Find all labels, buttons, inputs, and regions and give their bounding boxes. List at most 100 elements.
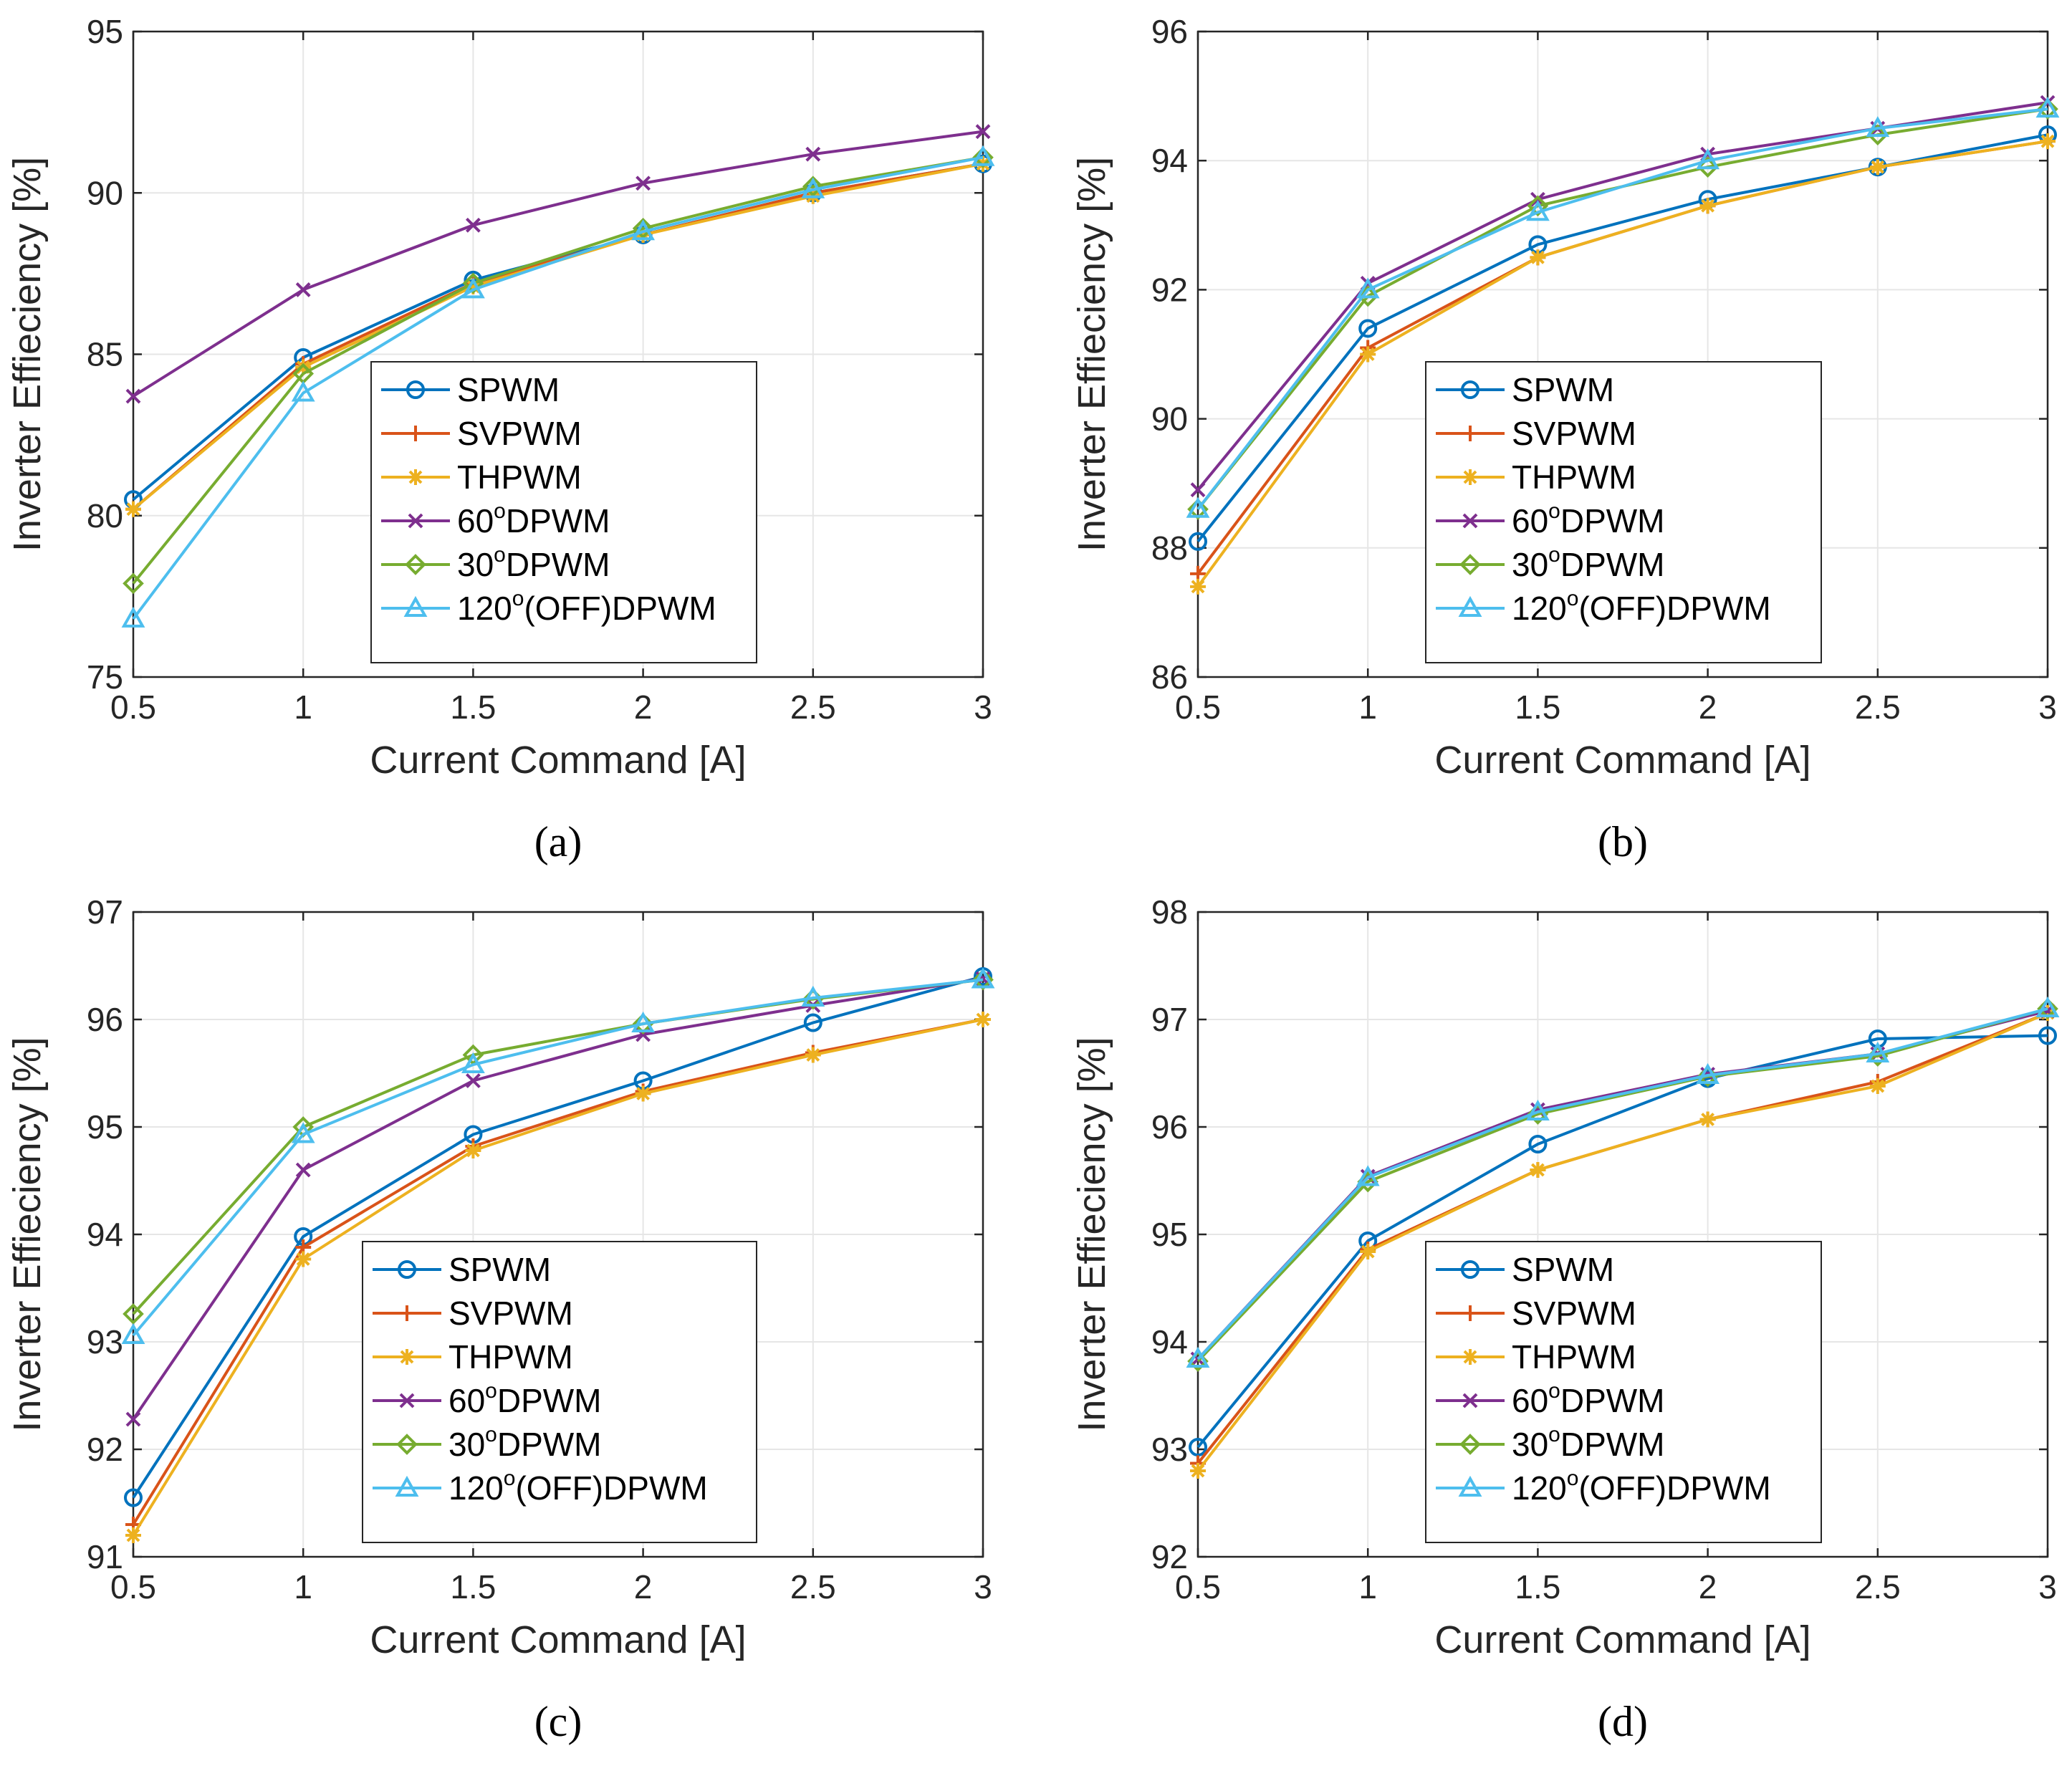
chart-3-legend-marker-plus	[399, 1305, 415, 1321]
chart-4-legend-entry-dpwm120: 120o(OFF)DPWM	[1436, 1467, 1771, 1507]
chart-2-legend-label: 60oDPWM	[1512, 499, 1665, 539]
chart-4-data-point-dpwm120	[1866, 1041, 1890, 1062]
chart-3-legend-label: SVPWM	[449, 1295, 573, 1332]
chart-2-legend-entry-thpwm: THPWM	[1436, 459, 1636, 496]
chart-4-series-line-dpwm30	[1196, 1007, 2048, 1363]
chart-2-y-tick-label: 90	[1151, 400, 1188, 438]
chart-4-series-line-dpwm120	[1196, 1007, 2048, 1360]
chart-1-series-line-dpwm60	[132, 130, 984, 398]
chart-3-data-point-dpwm60	[295, 1162, 311, 1178]
chart-2-data-point-thpwm	[1530, 249, 1546, 266]
chart-2-legend-marker-triangle	[1458, 595, 1482, 617]
legend-label-number: 120	[1512, 590, 1567, 627]
chart-1-legend-label: 30oDPWM	[457, 543, 610, 583]
legend-label-suffix: DPWM	[506, 546, 610, 583]
legend-label-degree: o	[512, 587, 524, 610]
chart-4-y-tick-label: 92	[1151, 1538, 1188, 1575]
chart-4-legend-label: THPWM	[1512, 1338, 1636, 1376]
chart-2-x-tick-label: 1.5	[1515, 688, 1560, 726]
chart-4-y-axis-label: Inverter Effieciency [%]	[1070, 1037, 1113, 1431]
chart-4-legend-marker-plus	[1462, 1305, 1478, 1321]
chart-3-x-tick-label: 2	[634, 1568, 653, 1606]
chart-1-data-point-thpwm	[125, 501, 141, 517]
chart-2-data-point-dpwm60	[1190, 482, 1206, 498]
legend-label-number: 60	[457, 502, 494, 539]
chart-4-data-point-dpwm120	[1186, 1346, 1210, 1368]
chart-2-x-tick-label: 0.5	[1175, 688, 1221, 726]
chart-4-x-tick-label: 1.5	[1515, 1568, 1560, 1606]
chart-3-data-point-dpwm120	[631, 1011, 656, 1032]
chart-4-legend-box	[1425, 1241, 1822, 1543]
chart-1-data-point-dpwm120	[631, 219, 656, 241]
legend-label-suffix: DPWM	[506, 502, 610, 539]
chart-2-legend-entry-spwm: SPWM	[1436, 371, 1614, 408]
chart-4-legend-label: 120o(OFF)DPWM	[1512, 1467, 1771, 1507]
chart-3-data-point-spwm	[803, 1013, 822, 1032]
chart-2-data-point-spwm	[1358, 319, 1378, 338]
chart-4-data-point-thpwm	[1869, 1078, 1886, 1094]
chart-3-x-tick-label: 1	[294, 1568, 312, 1606]
chart-1-legend-label: SVPWM	[457, 415, 582, 452]
legend-label-number: 60	[449, 1382, 485, 1419]
chart-3-x-tick-label: 2.5	[790, 1568, 836, 1606]
chart-1-x-tick-label: 1.5	[450, 688, 496, 726]
chart-4-x-tick-label: 1	[1358, 1568, 1377, 1606]
chart-3-data-point-dpwm30	[123, 1303, 144, 1325]
legend-label-degree: o	[1567, 1467, 1579, 1490]
legend-label-number: 120	[457, 590, 512, 627]
chart-4-legend-marker-star	[1462, 1349, 1478, 1365]
chart-3-data-point-thpwm	[295, 1251, 312, 1267]
chart-4-data-point-dpwm120	[1525, 1099, 1550, 1120]
chart-2-legend-marker-x	[1462, 513, 1478, 529]
chart-2-x-tick-label: 3	[2038, 688, 2057, 726]
chart-4-data-point-dpwm120	[2035, 996, 2060, 1017]
chart-3-data-point-thpwm	[805, 1047, 821, 1063]
legend-label-degree: o	[1548, 1379, 1560, 1403]
chart-1-legend-label: 60oDPWM	[457, 499, 610, 539]
chart-2-series-line-thpwm	[1196, 140, 2048, 588]
chart-3-x-tick-label: 0.5	[110, 1568, 156, 1606]
legend-label-suffix: DPWM	[1560, 546, 1665, 583]
chart-3-legend-entry-thpwm: THPWM	[373, 1338, 573, 1376]
legend-label-degree: o	[1548, 499, 1560, 523]
chart-2-legend-marker-diamond	[1459, 554, 1481, 575]
chart-3-series-line-dpwm120	[132, 978, 984, 1337]
legend-label-number: 60	[1512, 502, 1548, 539]
chart-4-legend-entry-spwm: SPWM	[1436, 1251, 1614, 1288]
legend-label-degree: o	[504, 1467, 516, 1490]
chart-1-data-point-dpwm30	[802, 176, 824, 198]
chart-1-data-point-dpwm60	[125, 388, 141, 404]
chart-1-data-point-dpwm120	[971, 145, 995, 166]
chart-3-series-line-thpwm	[132, 1018, 984, 1537]
chart-1-data-point-dpwm30	[123, 572, 144, 595]
chart-4-x-tick-label: 0.5	[1175, 1568, 1221, 1606]
chart-1-x-tick-label: 2.5	[790, 688, 836, 726]
chart-3-x-tick-label: 1.5	[450, 1568, 496, 1606]
chart-4-data-point-spwm	[2038, 1026, 2057, 1045]
chart-1-legend-marker-star	[408, 469, 423, 485]
chart-4-legend-label: SVPWM	[1512, 1295, 1636, 1332]
chart-2-data-point-dpwm120	[1866, 116, 1890, 138]
chart-4-legend-label: 60oDPWM	[1512, 1379, 1665, 1419]
chart-4-caption: (d)	[1598, 1698, 1648, 1745]
chart-2-data-point-thpwm	[1360, 346, 1376, 363]
chart-1-legend-label: THPWM	[457, 459, 582, 496]
chart-3-legend-marker-star	[399, 1349, 415, 1365]
chart-4-data-point-dpwm120	[1356, 1165, 1380, 1186]
chart-1-x-tick-label: 0.5	[110, 688, 156, 726]
chart-3-series-dpwm120	[121, 967, 995, 1344]
chart-3-data-point-dpwm60	[125, 1411, 141, 1427]
chart-1-data-point-dpwm60	[465, 217, 481, 233]
chart-4-x-tick-label: 2.5	[1855, 1568, 1901, 1606]
chart-3-legend-entry-spwm: SPWM	[373, 1251, 551, 1288]
chart-2-caption: (b)	[1598, 818, 1648, 865]
chart-1: 0.5 1 1.5 2 2.5 3 75 80 85 90 95 Current Command [A…	[6, 13, 995, 865]
chart-4-data-point-thpwm	[1699, 1111, 1716, 1128]
chart-3-legend-label: THPWM	[449, 1338, 573, 1376]
chart-4-y-tick-label: 98	[1151, 893, 1188, 931]
chart-2-legend-entry-dpwm120: 120o(OFF)DPWM	[1436, 587, 1771, 627]
chart-2-data-point-spwm	[1189, 532, 1207, 551]
legend-label-number: 120	[1512, 1469, 1567, 1507]
chart-2-legend-entry-svpwm: SVPWM	[1436, 415, 1636, 452]
